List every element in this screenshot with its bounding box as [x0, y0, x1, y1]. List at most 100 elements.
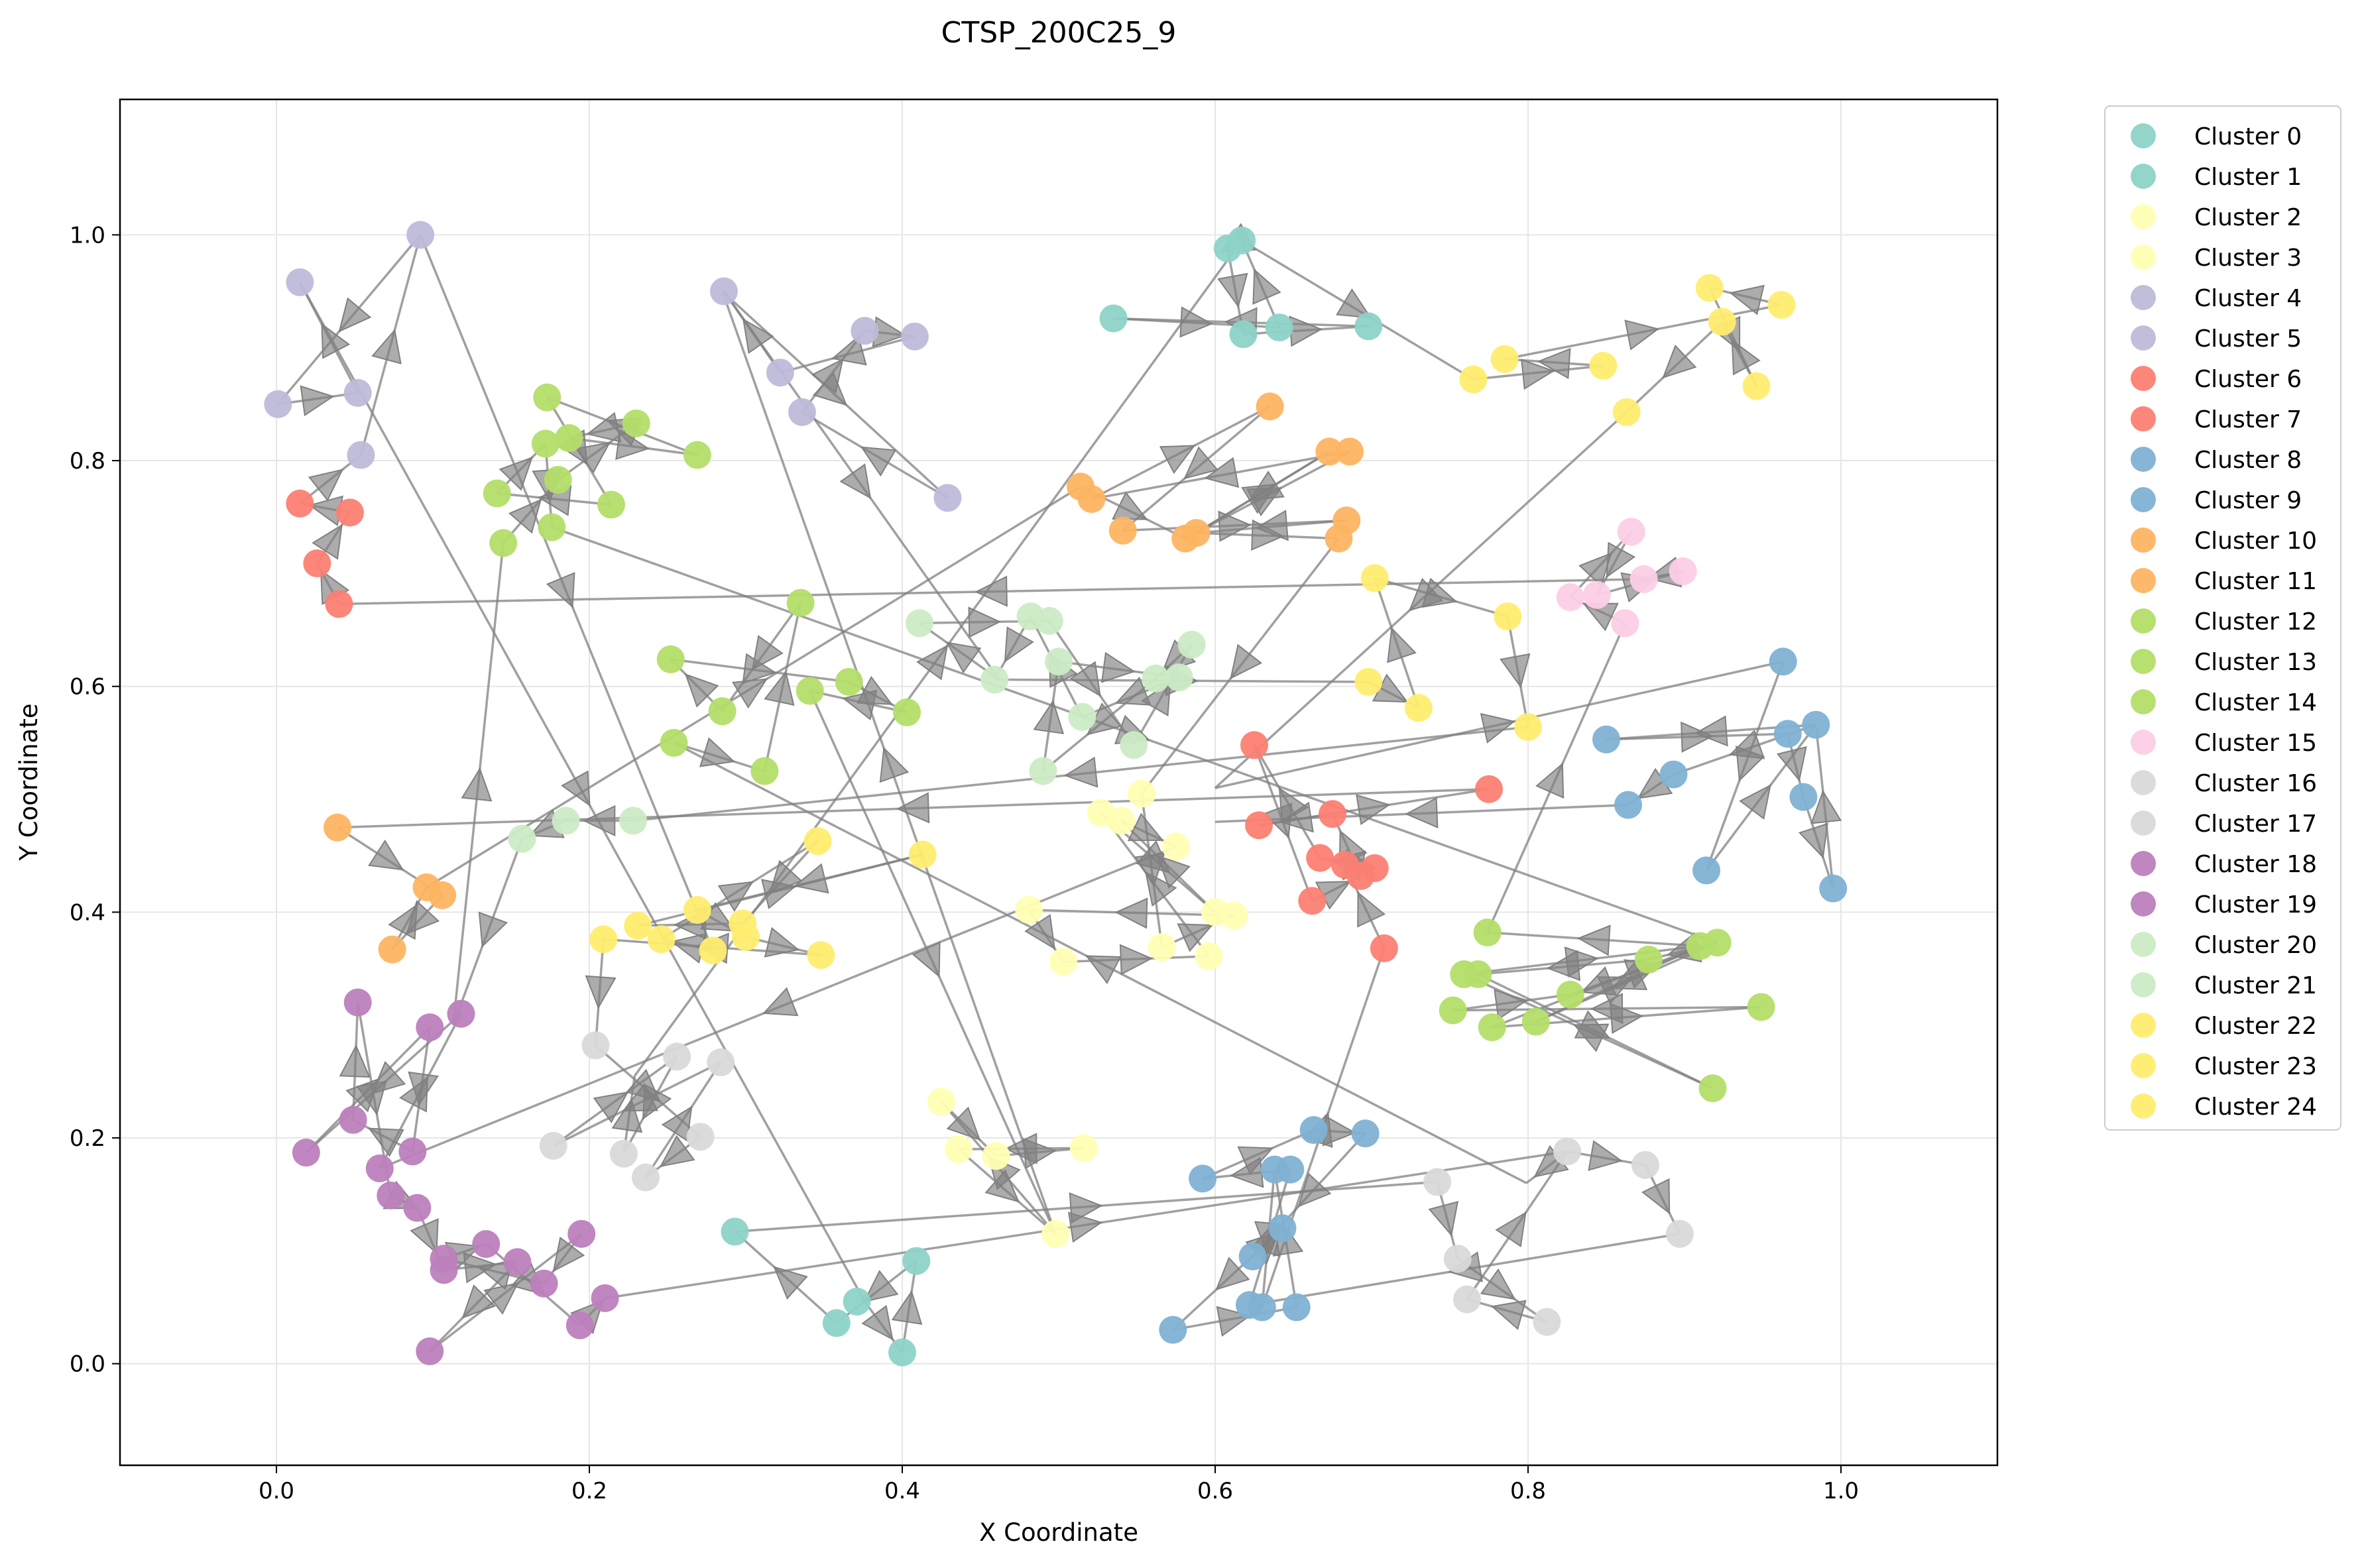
route-arrowhead [356, 1080, 387, 1116]
cluster-20-point [1045, 647, 1073, 676]
cluster-points [264, 221, 1848, 1367]
cluster-13-point [835, 667, 863, 696]
route-arrowhead [1572, 1023, 1610, 1052]
cluster-9-point [1248, 1293, 1276, 1321]
cluster-20-point [1165, 663, 1193, 692]
cluster-18-point [398, 1137, 427, 1166]
cluster-2-point [982, 1142, 1010, 1170]
cluster-15-point [1617, 518, 1645, 546]
y-tick-label: 0.8 [70, 448, 105, 475]
grid [120, 99, 1997, 1465]
route-arrowhead [371, 329, 402, 364]
route-arrowhead [1230, 644, 1263, 680]
cluster-22-point [683, 895, 711, 924]
cluster-0-point [1229, 320, 1258, 349]
cluster-8-point [1692, 856, 1721, 885]
route-arrowhead [1578, 552, 1612, 587]
cluster-19-point [530, 1269, 558, 1298]
legend-marker [2131, 568, 2156, 593]
cluster-12-point [683, 441, 711, 469]
cluster-1-point [1228, 226, 1256, 254]
legend-label: Cluster 19 [2194, 891, 2317, 919]
cluster-20-point [1035, 606, 1063, 635]
route-arrowhead [968, 606, 1002, 638]
cluster-2-point [1195, 942, 1223, 970]
legend-marker [2131, 447, 2156, 472]
cluster-22-point [803, 827, 832, 856]
route-arrowhead [1405, 797, 1439, 828]
plot-frame [119, 98, 1999, 1467]
cluster-8-point [1789, 783, 1818, 811]
route-arrowhead [1179, 306, 1213, 338]
route-arrows [277, 223, 1842, 1353]
cluster-1-point [888, 1338, 916, 1367]
legend-label: Cluster 13 [2194, 649, 2317, 676]
cluster-5-point [264, 390, 292, 418]
route-arrowhead [478, 911, 508, 948]
cluster-6-point [325, 590, 353, 618]
cluster-19-point [403, 1194, 432, 1222]
cluster-1-point [822, 1309, 851, 1337]
route-arrowhead [1729, 284, 1765, 315]
cluster-18-point [365, 1154, 394, 1183]
route-arrowhead [461, 1284, 497, 1319]
legend-marker [2131, 608, 2156, 634]
cluster-10-point [324, 813, 352, 842]
cluster-15-point [1629, 565, 1658, 593]
cluster-15-point [1669, 557, 1697, 585]
legend-label: Cluster 20 [2194, 932, 2317, 959]
route-arrowhead [368, 1127, 404, 1157]
cluster-22-point [807, 941, 835, 970]
legend-label: Cluster 22 [2194, 1013, 2317, 1040]
cluster-6-point [335, 498, 364, 527]
cluster-12-point [538, 513, 566, 541]
cluster-22-point [699, 936, 727, 965]
cluster-8-point [1614, 791, 1643, 819]
chart-title: CTSP_200C25_9 [941, 16, 1177, 50]
x-axis-label: X Coordinate [979, 1518, 1138, 1547]
x-tick-label: 0.8 [1510, 1478, 1546, 1504]
cluster-4-point [766, 359, 794, 387]
route-arrowhead [339, 1044, 371, 1078]
route-arrowhead [477, 1259, 514, 1290]
cluster-6-point [286, 489, 314, 518]
cluster-12-point [483, 479, 511, 508]
cluster-14-point [1698, 1074, 1727, 1103]
cluster-5-point [406, 221, 435, 249]
cluster-8-point [1659, 760, 1688, 789]
cluster-22-point [647, 925, 676, 954]
route-arrowhead [1204, 457, 1240, 488]
cluster-12-point [531, 429, 560, 458]
route-arrowhead [1114, 897, 1148, 929]
legend-label: Cluster 0 [2194, 123, 2302, 150]
route-arrowhead [1251, 519, 1285, 551]
route-arrowhead [1810, 789, 1842, 824]
cluster-2-point [1148, 933, 1176, 962]
legend-label: Cluster 7 [2194, 406, 2302, 433]
route-arrowhead [1144, 871, 1177, 907]
route-arrowhead [410, 1218, 439, 1255]
legend-marker [2131, 245, 2156, 270]
legend-label: Cluster 1 [2194, 164, 2302, 191]
cluster-18-point [416, 1013, 444, 1042]
legend-label: Cluster 10 [2194, 528, 2317, 555]
cluster-19-point [503, 1248, 532, 1276]
cluster-23-point [1404, 694, 1433, 722]
route-arrowhead [984, 1169, 1020, 1203]
cluster-1-point [902, 1247, 931, 1275]
cluster-2-point [1015, 895, 1043, 924]
route-arrowhead [1069, 661, 1101, 697]
cluster-11-point [1108, 516, 1137, 545]
cluster-9-point [1276, 1155, 1305, 1184]
cluster-13-point [660, 728, 688, 757]
cluster-1-point [843, 1288, 871, 1316]
cluster-23-point [1354, 667, 1383, 696]
legend-marker [2131, 1053, 2156, 1078]
route-arrowhead [773, 1266, 808, 1300]
route-arrowhead [1183, 446, 1219, 480]
cluster-20-point [905, 609, 933, 638]
cluster-9-point [1299, 1116, 1328, 1145]
cluster-13-point [796, 677, 824, 705]
cluster-2-point [944, 1135, 973, 1164]
